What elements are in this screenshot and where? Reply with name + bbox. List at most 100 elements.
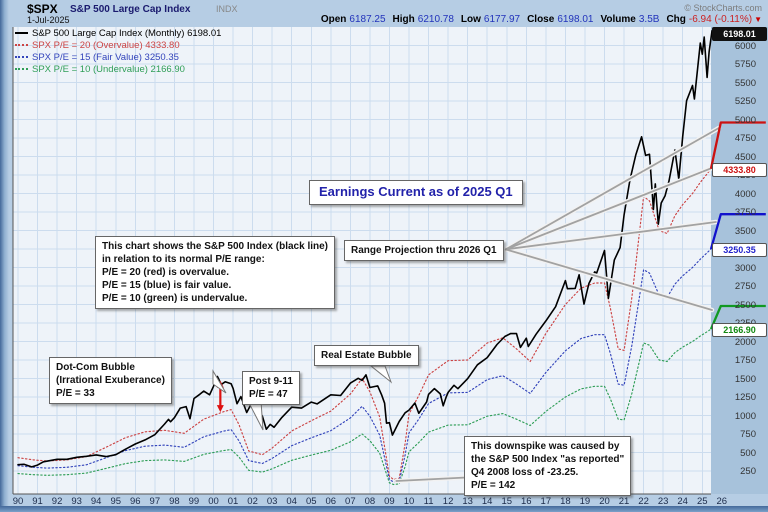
index-name: S&P 500 Large Cap Index — [70, 4, 191, 15]
x-axis-tick: 90 — [12, 496, 24, 507]
annotation-line: the S&P 500 Index "as reported" — [471, 454, 625, 465]
y-axis-tick: 750 — [740, 429, 756, 440]
legend-label: S&P 500 Large Cap Index (Monthly) 6198.0… — [32, 28, 222, 39]
legend-label: SPX P/E = 15 (Fair Value) 3250.35 — [32, 52, 179, 63]
chart-legend: S&P 500 Large Cap Index (Monthly) 6198.0… — [15, 28, 221, 76]
annotation-line: (Irrational Exuberance) — [56, 375, 165, 386]
y-axis-tick: 5000 — [734, 114, 756, 126]
x-axis-tick: 94 — [90, 496, 102, 507]
x-axis-tick: 23 — [657, 496, 669, 507]
price-axis-strip — [711, 27, 768, 494]
x-axis-tick: 97 — [149, 496, 161, 507]
quote-value: 6187.25 — [349, 14, 386, 25]
annotation-line: P/E = 47 — [249, 389, 288, 400]
y-axis-tick: 5250 — [734, 96, 756, 107]
y-axis-tick: 2500 — [734, 299, 756, 311]
x-axis-tick: 04 — [286, 496, 297, 507]
window-bottom-edge — [0, 506, 768, 512]
x-axis-tick: 15 — [501, 496, 513, 507]
annotation-line: P/E = 33 — [56, 388, 95, 399]
x-axis-tick: 03 — [266, 496, 278, 507]
window-left-edge — [0, 0, 9, 512]
x-axis-tick: 02 — [247, 496, 258, 507]
legend-item-1: SPX P/E = 20 (Overvalue) 4333.80 — [15, 40, 221, 52]
x-axis-tick: 17 — [540, 496, 552, 507]
legend-swatch — [15, 44, 28, 47]
y-axis-tick: 6000 — [734, 40, 756, 52]
y-axis-tick: 250 — [740, 466, 756, 477]
change-direction-dropdown-icon[interactable]: ▼ — [754, 15, 762, 24]
price-label-box: 3250.35 — [712, 242, 767, 257]
y-axis-tick: 1250 — [734, 392, 756, 403]
price-label-box: 6198.01 — [712, 27, 767, 41]
legend-item-2: SPX P/E = 15 (Fair Value) 3250.35 — [15, 52, 221, 64]
legend-swatch — [15, 56, 28, 59]
y-axis-tick: 4500 — [734, 151, 756, 163]
legend-label: SPX P/E = 20 (Overvalue) 4333.80 — [32, 40, 180, 51]
x-axis-tick: 16 — [521, 496, 532, 507]
x-axis-tick: 25 — [696, 496, 708, 507]
x-axis-tick: 14 — [481, 496, 493, 507]
y-axis-tick: 3750 — [734, 207, 756, 218]
post-911-annotation: Post 9-11 P/E = 47 — [242, 371, 300, 405]
downspike-annotation: This downspike was caused by the S&P 500… — [464, 436, 632, 496]
ticker-symbol: $SPX — [27, 2, 58, 16]
realestate-pointer — [369, 365, 393, 384]
x-axis-tick: 07 — [345, 496, 356, 507]
x-axis-tick: 13 — [462, 496, 473, 507]
quote-label: Low — [460, 14, 481, 25]
x-axis-tick: 19 — [579, 496, 591, 507]
annotation-line: P/E = 10 (green) is undervalue. — [102, 293, 248, 304]
x-axis-tick: 26 — [716, 496, 728, 507]
pe-explanation-annotation: This chart shows the S&P 500 Index (blac… — [95, 236, 335, 309]
y-axis-tick: 4750 — [734, 133, 756, 144]
quote-label: High — [392, 14, 415, 25]
x-axis-tick: 12 — [442, 496, 454, 507]
legend-item-0: S&P 500 Large Cap Index (Monthly) 6198.0… — [15, 28, 221, 40]
y-axis-tick: 3500 — [734, 225, 756, 237]
quote-label: Open — [320, 14, 347, 25]
annotation-line: Q4 2008 loss of -23.25. — [471, 467, 579, 478]
dotcom-bubble-annotation: Dot-Com Bubble (Irrational Exuberance) P… — [49, 357, 172, 404]
x-axis-tick: 92 — [51, 496, 63, 507]
legend-item-3: SPX P/E = 10 (Undervalue) 2166.90 — [15, 64, 221, 76]
x-axis-tick: 06 — [325, 496, 337, 507]
quote-label: Close — [527, 14, 555, 25]
price-label-box: 2166.90 — [712, 323, 767, 338]
y-axis-tick: 2750 — [734, 281, 756, 292]
quote-value: 3.5B — [638, 14, 660, 25]
quote-label: Chg — [666, 14, 686, 25]
x-axis-tick: 05 — [305, 496, 317, 507]
legend-swatch — [15, 68, 28, 71]
y-axis-tick: 1000 — [734, 410, 756, 422]
x-axis-tick: 22 — [638, 496, 649, 507]
annotation-line: Post 9-11 — [249, 376, 293, 387]
y-axis-tick: 2000 — [734, 336, 756, 348]
legend-swatch — [15, 32, 28, 35]
annotation-line: This downspike was caused by — [471, 441, 620, 452]
x-axis-tick: 01 — [227, 496, 239, 507]
annotation-line: This chart shows the S&P 500 Index (blac… — [102, 241, 328, 252]
y-axis-tick: 500 — [740, 447, 756, 459]
y-axis-tick: 5500 — [734, 77, 756, 89]
price-label-box: 4333.80 — [712, 162, 767, 177]
x-axis-tick: 10 — [403, 496, 415, 507]
x-axis-tick: 20 — [599, 496, 610, 507]
x-axis-tick: 99 — [188, 496, 200, 507]
annotation-line: P/E = 142 — [471, 480, 516, 491]
y-axis-tick: 1750 — [734, 355, 756, 366]
y-axis-tick: 3000 — [734, 262, 756, 274]
x-axis-tick: 91 — [32, 496, 43, 507]
y-axis-tick: 5750 — [734, 59, 756, 70]
real-estate-bubble-annotation: Real Estate Bubble — [314, 345, 419, 366]
x-axis-tick: 09 — [384, 496, 395, 507]
x-axis-tick: 98 — [169, 496, 180, 507]
x-axis-tick: 24 — [677, 496, 688, 507]
quote-summary: Open 6187.25 High 6210.78 Low 6177.97 Close 619… — [314, 14, 762, 25]
x-axis-tick: 21 — [618, 496, 630, 507]
x-axis-tick: 96 — [130, 496, 141, 507]
exchange-label: INDX — [216, 4, 238, 14]
legend-label: SPX P/E = 10 (Undervalue) 2166.90 — [32, 64, 185, 75]
x-axis-tick: 00 — [208, 496, 219, 507]
